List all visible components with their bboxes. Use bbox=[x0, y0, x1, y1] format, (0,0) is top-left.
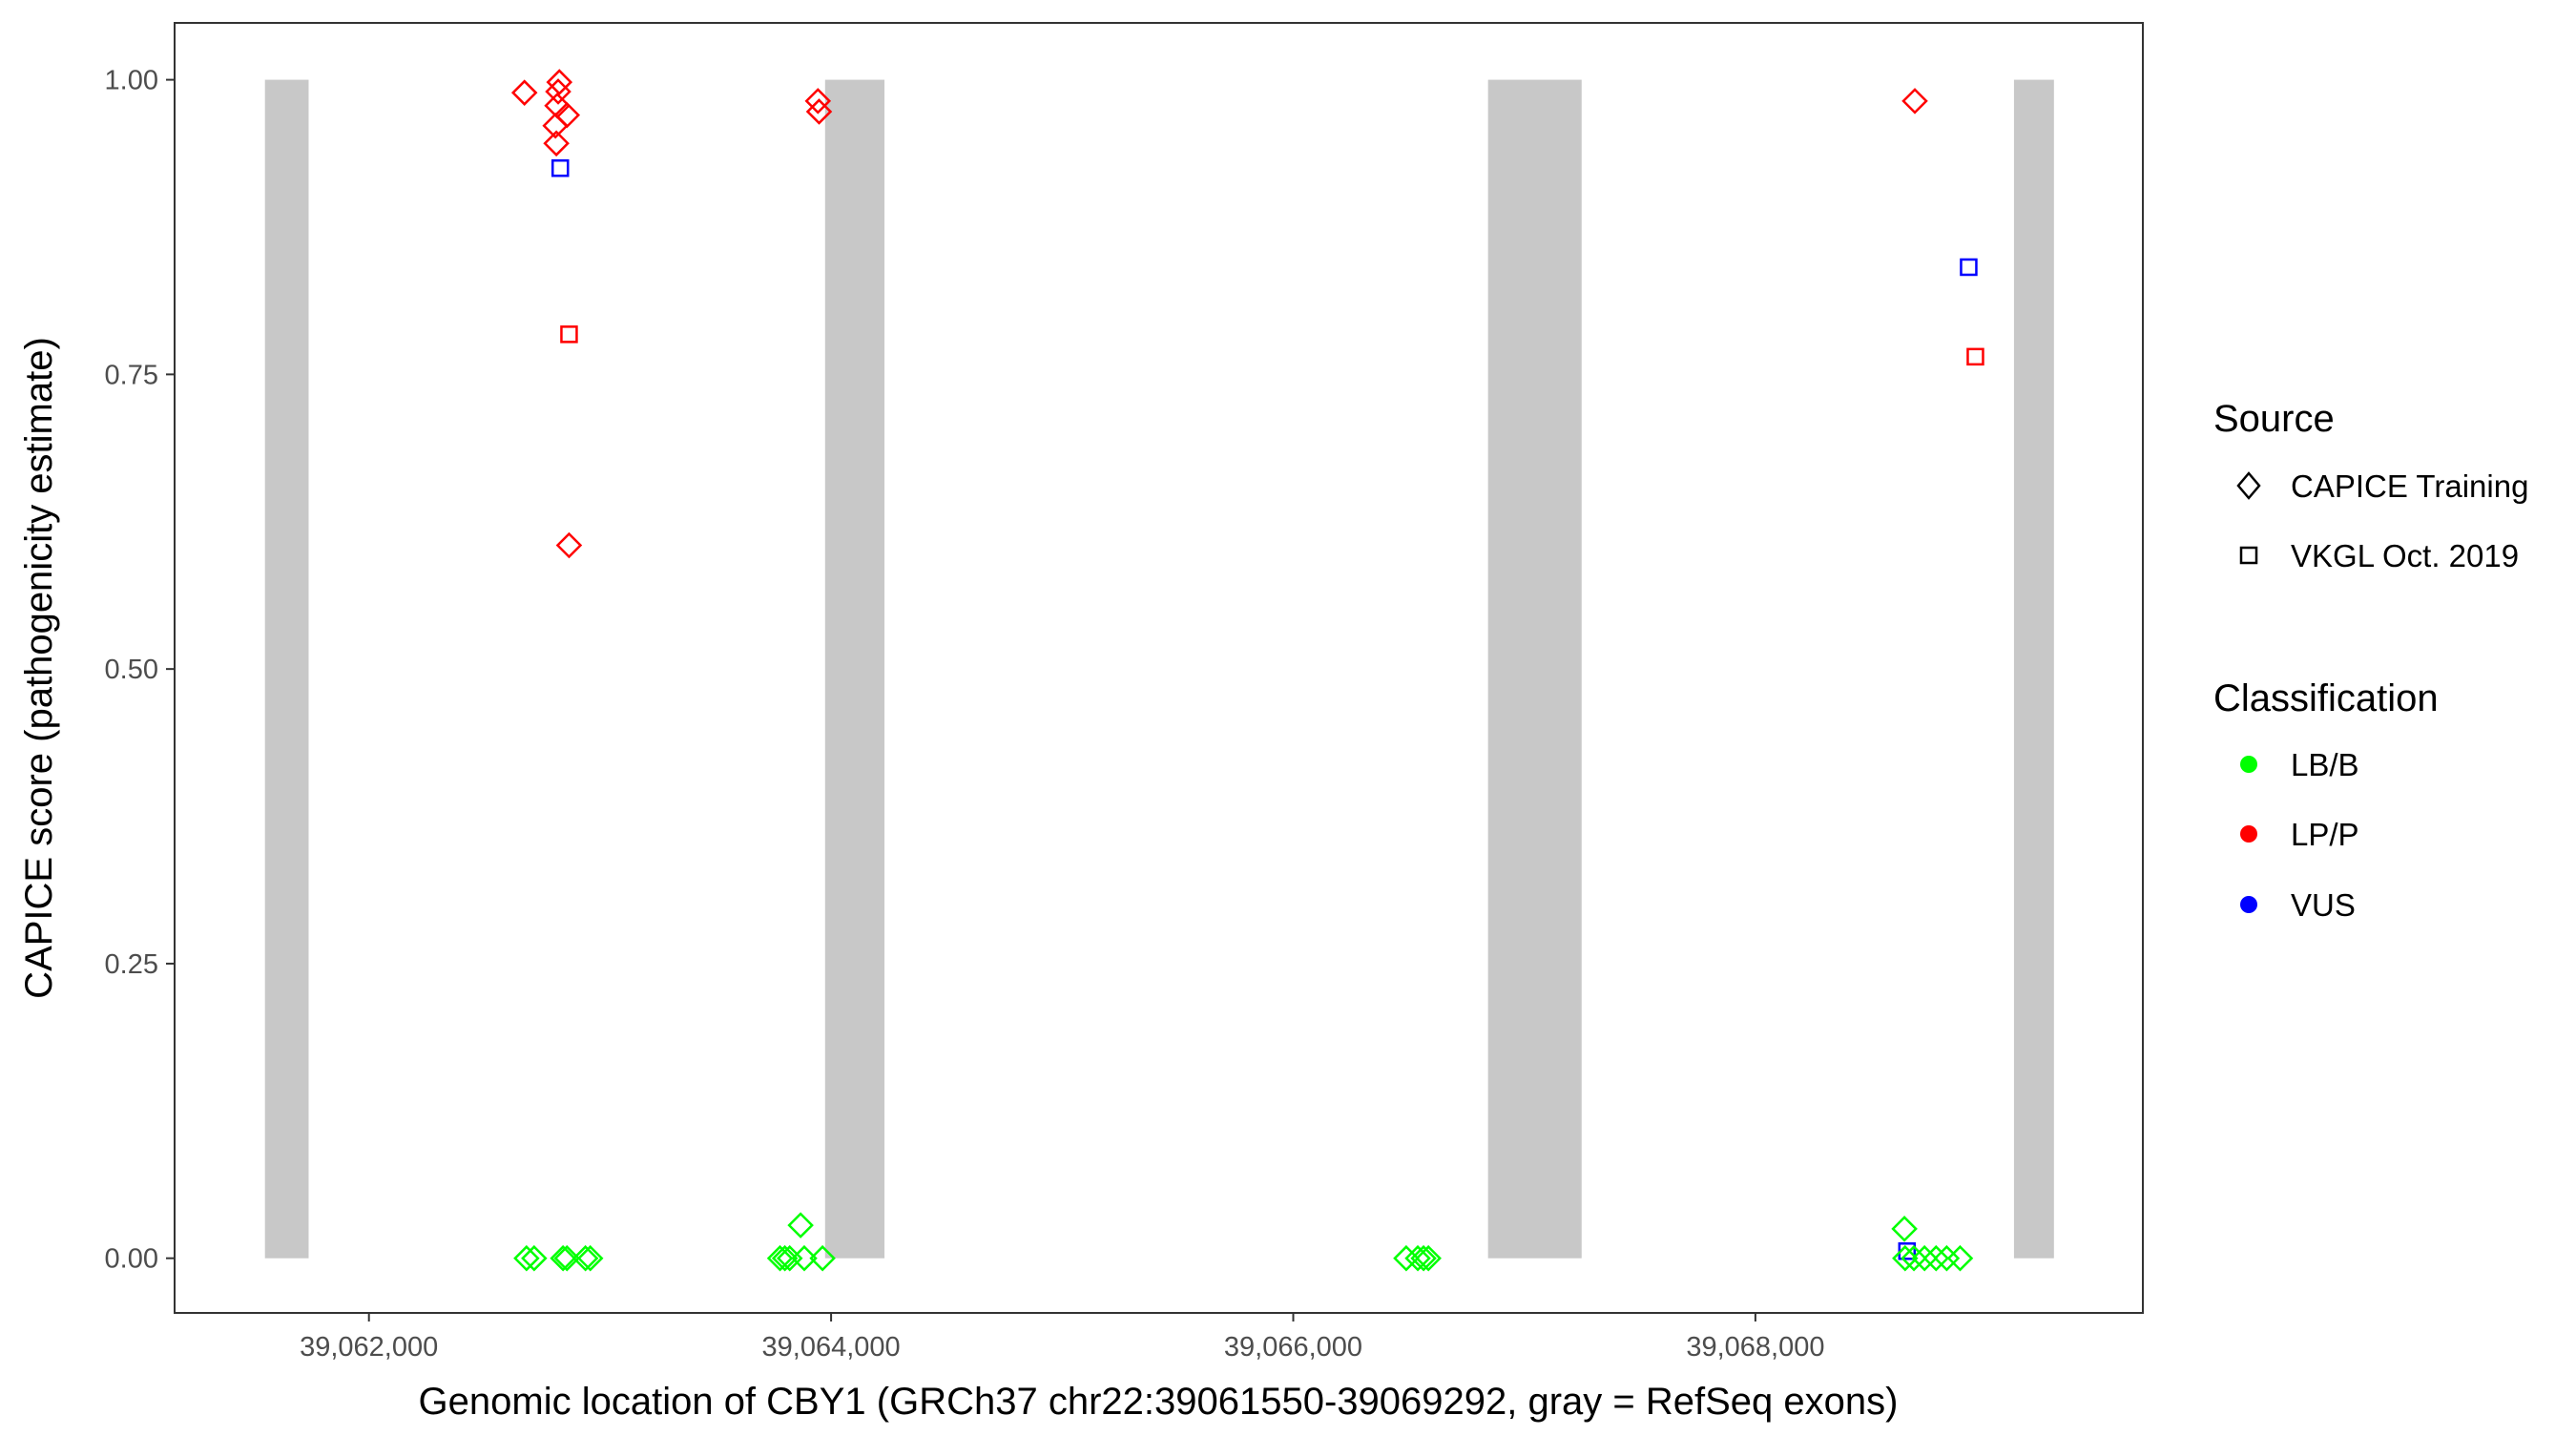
legend-classification-title: Classification bbox=[2213, 677, 2439, 719]
data-point-diamond bbox=[555, 531, 583, 559]
data-point-diamond bbox=[809, 1244, 836, 1272]
exon-bar-2 bbox=[824, 79, 885, 1259]
y-axis-title: CAPICE score (pathogenicity estimate) bbox=[18, 337, 60, 999]
data-point-diamond bbox=[1911, 1244, 1938, 1272]
exon-bars bbox=[264, 79, 2054, 1259]
lbb-dot-icon bbox=[2240, 756, 2257, 773]
x-axis: 39,062,000 39,064,000 39,066,000 39,068,000 bbox=[300, 1313, 1824, 1363]
data-point-diamond bbox=[1933, 1244, 1961, 1272]
y-tick-label: 0.50 bbox=[105, 655, 158, 685]
data-point-diamond bbox=[1415, 1244, 1442, 1272]
data-point-diamond bbox=[1891, 1216, 1918, 1242]
data-point-diamond bbox=[542, 113, 569, 139]
panel-border bbox=[174, 22, 2144, 1314]
legend-item-capice-training: CAPICE Training bbox=[2291, 468, 2528, 504]
data-point-diamond bbox=[1922, 1244, 1950, 1272]
data-point-diamond bbox=[543, 130, 570, 157]
data-point-diamond bbox=[576, 1244, 604, 1272]
y-tick-label: 0.25 bbox=[105, 949, 158, 980]
x-axis-title: Genomic location of CBY1 (GRCh37 chr22:3… bbox=[419, 1381, 1899, 1423]
data-point-diamond bbox=[787, 1212, 814, 1238]
legend-item-vkgl: VKGL Oct. 2019 bbox=[2291, 538, 2519, 573]
data-point-square bbox=[1966, 347, 1984, 366]
data-point-diamond bbox=[1393, 1244, 1420, 1272]
data-point-diamond bbox=[513, 1244, 540, 1272]
x-tick-label: 39,068,000 bbox=[1686, 1332, 1824, 1363]
data-point-square bbox=[560, 325, 578, 343]
y-tick-label: 0.75 bbox=[105, 360, 158, 390]
data-points bbox=[510, 69, 1984, 1272]
exon-bar-4 bbox=[2013, 79, 2054, 1259]
y-tick-label: 0.00 bbox=[105, 1244, 158, 1275]
data-point-diamond bbox=[1901, 88, 1928, 114]
x-tick-label: 39,062,000 bbox=[300, 1332, 438, 1363]
data-point-square bbox=[551, 158, 570, 177]
data-point-diamond bbox=[791, 1244, 818, 1272]
data-point-square bbox=[1960, 258, 1978, 277]
diamond-icon bbox=[2236, 471, 2261, 500]
data-point-diamond bbox=[545, 78, 571, 105]
data-point-diamond bbox=[546, 69, 573, 95]
lpp-dot-icon bbox=[2240, 825, 2257, 843]
data-point-diamond bbox=[805, 98, 833, 125]
data-point-diamond bbox=[1410, 1244, 1437, 1272]
square-icon bbox=[2239, 546, 2258, 565]
data-point-diamond bbox=[1892, 1244, 1919, 1272]
data-point-diamond bbox=[550, 1244, 576, 1272]
legend-source-title: Source bbox=[2213, 398, 2335, 440]
exon-bar-3 bbox=[1487, 79, 1582, 1259]
x-tick-label: 39,064,000 bbox=[762, 1332, 901, 1363]
data-point-diamond bbox=[571, 1244, 599, 1272]
legend-item-lpp: LP/P bbox=[2291, 817, 2359, 852]
legend-item-lbb: LB/B bbox=[2291, 747, 2359, 782]
legend-item-vus: VUS bbox=[2291, 887, 2356, 923]
vus-dot-icon bbox=[2240, 896, 2257, 913]
y-tick-label: 1.00 bbox=[105, 66, 158, 96]
data-point-diamond bbox=[1946, 1244, 1974, 1272]
data-point-diamond bbox=[766, 1244, 794, 1272]
data-point-diamond bbox=[804, 88, 832, 114]
data-point-diamond bbox=[1901, 1244, 1927, 1272]
data-point-diamond bbox=[771, 1244, 799, 1272]
y-axis: 0.00 0.25 0.50 0.75 1.00 bbox=[105, 66, 175, 1275]
legend: Source CAPICE Training VKGL Oct. 2019 Cl… bbox=[2213, 398, 2528, 923]
data-point-diamond bbox=[510, 79, 538, 106]
data-point-diamond bbox=[521, 1244, 548, 1272]
data-point-diamond bbox=[1404, 1244, 1431, 1272]
x-tick-label: 39,066,000 bbox=[1224, 1332, 1362, 1363]
exon-bar-1 bbox=[264, 79, 309, 1259]
data-point-diamond bbox=[553, 1244, 581, 1272]
